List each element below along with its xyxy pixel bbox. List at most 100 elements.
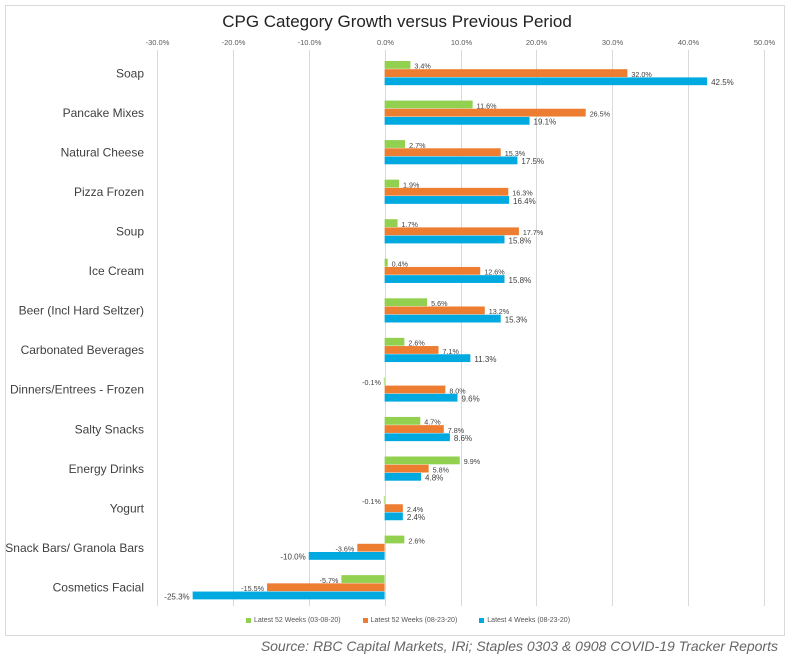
bar-blue [384,433,450,442]
bar-orange [384,108,586,117]
bar-blue [384,314,501,323]
data-label: 26.5% [590,109,611,118]
bar-blue [384,512,403,521]
data-label: 42.5% [711,78,734,87]
bar-green [384,179,400,188]
bar-orange [384,187,509,196]
bar-blue [384,116,530,125]
chart-title: CPG Category Growth versus Previous Peri… [222,12,572,31]
bar-orange [267,583,385,592]
data-label: 4.8% [425,474,443,483]
data-label: 17.5% [521,157,544,166]
x-tick-label: 40.0% [678,38,700,47]
bar-blue [384,354,471,363]
bar-blue [192,591,385,600]
data-label: -3.6% [336,545,355,554]
bar-green [384,219,398,227]
data-label: 15.3% [505,315,528,324]
bar-blue [384,77,708,86]
bar-blue [384,235,505,244]
data-label: 5.8% [433,465,450,474]
data-label: 11.6% [477,101,497,110]
data-label: 1.9% [403,180,420,189]
data-label: 2.4% [407,505,424,514]
x-tick-label: 50.0% [754,38,776,47]
data-label: 15.8% [509,276,532,285]
chart-frame [5,5,785,636]
data-label: 16.4% [513,197,536,206]
data-label: 16.3% [512,189,533,198]
bar-orange [384,148,501,157]
legend-swatch-blue [479,618,485,623]
category-label: Ice Cream [89,264,144,278]
data-label: 8.6% [454,434,472,443]
bar-blue [384,196,510,204]
bar-green [383,377,385,386]
bar-blue [308,552,385,560]
category-label: Carbonated Beverages [21,343,144,357]
bar-orange [384,504,403,513]
data-label: -0.1% [362,378,381,387]
data-label: 7.1% [442,347,459,356]
data-label: 9.9% [464,457,481,466]
data-label: 2.7% [409,141,426,150]
bar-green [384,456,460,465]
bar-green [383,496,385,504]
category-label: Pizza Frozen [74,185,144,199]
data-label: 11.3% [474,355,496,364]
bar-orange [384,266,481,275]
category-label: Soup [116,225,144,239]
bar-orange [384,346,439,354]
data-label: 5.6% [431,299,448,308]
bar-green [384,100,473,109]
legend-swatch-orange [362,618,368,623]
data-label: 17.7% [523,228,544,237]
x-tick-label: -30.0% [146,38,170,47]
bar-blue [384,156,518,165]
legend-item-series-0: Latest 52 Weeks (03-08-20) [246,617,341,624]
legend-label: Latest 52 Weeks (08-23-20) [370,617,458,624]
legend-item-series-1: Latest 52 Weeks (08-23-20) [362,617,458,624]
x-tick-label: 10.0% [451,38,473,47]
bar-green [384,535,405,544]
data-label: -15.5% [241,584,264,593]
category-label: Pancake Mixes [63,106,144,120]
x-tick-label: 20.0% [526,38,548,47]
x-tick-label: -10.0% [298,38,322,47]
bar-orange [357,543,385,552]
x-tick-label: 0.0% [377,38,394,47]
data-label: 12.6% [484,268,505,277]
data-label: 4.7% [424,418,441,427]
data-label: -5.7% [320,576,339,585]
category-label: Snack Bars/ Granola Bars [5,541,144,555]
data-label: 0.4% [392,259,409,268]
data-label: 2.6% [408,536,425,545]
legend-label: Latest 4 Weeks (08-23-20) [487,617,571,624]
category-label: Dinners/Entrees - Frozen [10,383,144,397]
x-tick-label: 30.0% [602,38,624,47]
data-label: 3.4% [414,62,431,71]
bar-orange [384,464,429,473]
data-label: -10.0% [280,553,305,562]
legend: Latest 52 Weeks (03-08-20) Latest 52 Wee… [246,617,570,624]
legend-item-series-2: Latest 4 Weeks (08-23-20) [479,617,570,624]
bar-green [384,61,411,69]
bar-green [384,258,388,267]
data-label: 15.8% [509,236,532,245]
bar-green [384,416,421,425]
data-label: 13.2% [489,307,510,316]
bar-green [384,140,406,148]
data-label: 19.1% [534,118,557,127]
bar-orange [384,227,519,236]
data-label: 2.6% [408,339,425,348]
data-label: 2.4% [407,513,425,522]
data-label: -0.1% [362,497,381,506]
bar-green [341,575,385,583]
bar-orange [384,69,628,77]
data-label: 7.8% [448,426,465,435]
bar-orange [384,425,444,433]
data-label: 1.7% [402,220,419,229]
category-label: Soap [116,66,144,80]
x-tick-label: -20.0% [222,38,246,47]
data-label: 9.6% [461,395,479,404]
